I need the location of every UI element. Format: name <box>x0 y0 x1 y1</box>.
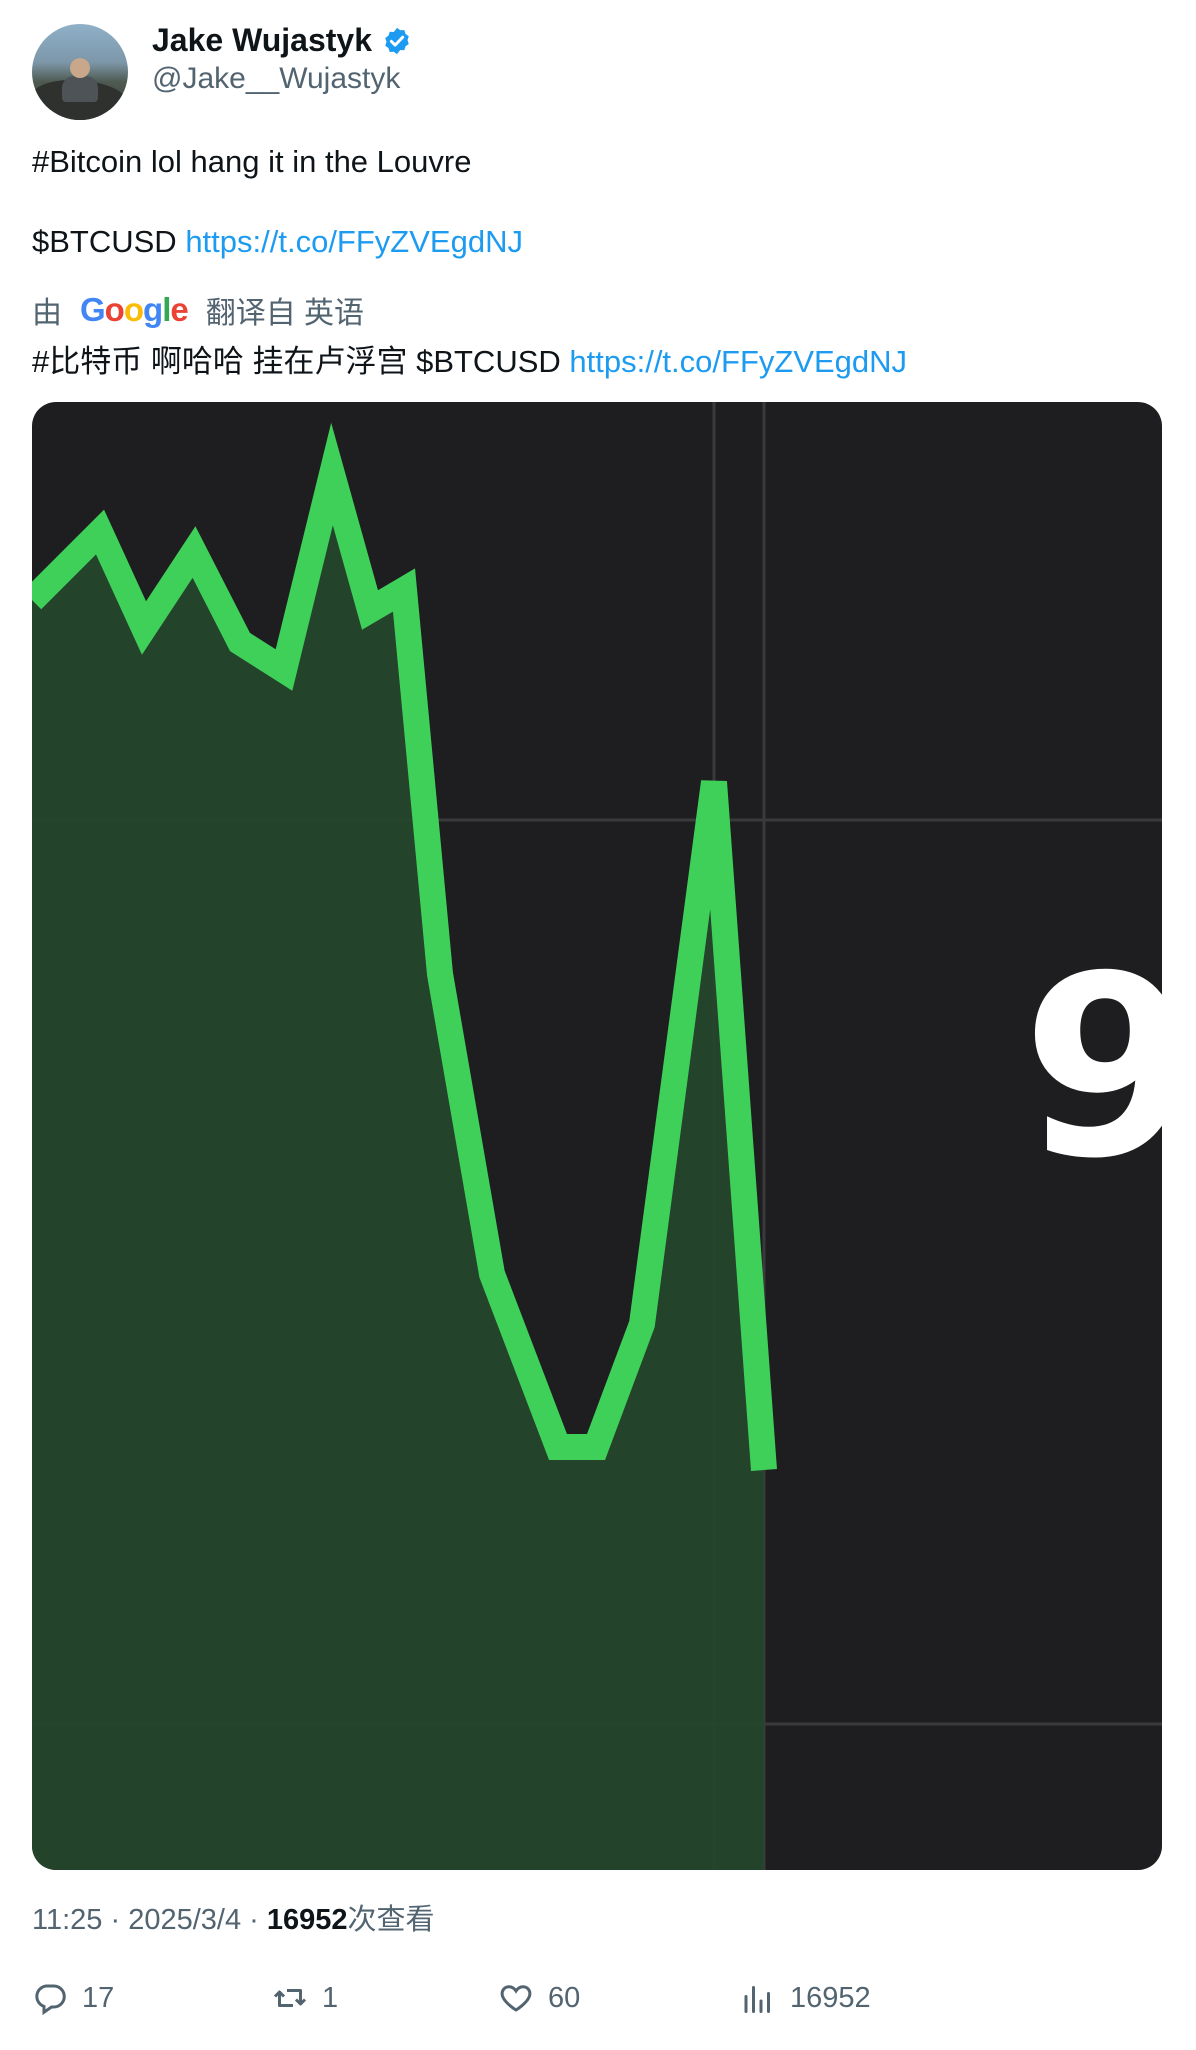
reply-count: 17 <box>82 1981 115 2014</box>
translation-attribution: 由 Google 翻译自 英语 <box>32 288 364 332</box>
google-logo-icon: Google <box>80 291 189 328</box>
retweet-button[interactable]: 1 <box>272 1980 338 2016</box>
ticker-text: $BTCUSD <box>32 224 186 259</box>
verified-badge-icon <box>385 27 409 54</box>
reply-icon <box>35 1984 66 2016</box>
tweet-text-line-2: $BTCUSD https://t.co/FFyZVEgdNJ <box>32 224 523 260</box>
chart-line <box>32 422 777 1471</box>
views-button[interactable]: 16952 <box>740 1980 871 2016</box>
meta-separator: · <box>241 1904 267 1936</box>
translated-link[interactable]: https://t.co/FFyZVEgdNJ <box>569 344 908 379</box>
tweet-time[interactable]: 11:25 <box>32 1904 103 1936</box>
views-count: 16952 <box>266 1904 348 1936</box>
tweet-text-line-1: #Bitcoin lol hang it in the Louvre <box>32 144 472 179</box>
retweet-icon <box>273 1989 307 2007</box>
price-digit: 9 <box>1022 922 1162 1213</box>
tweet-date[interactable]: 2025/3/4 <box>128 1904 242 1936</box>
reply-button[interactable]: 17 <box>32 1980 114 2016</box>
views-label: 次查看 <box>347 1904 435 1936</box>
views-bar-chart-icon <box>744 1986 770 2013</box>
heart-icon <box>500 1985 532 2012</box>
author-name-row[interactable]: Jake Wujastyk <box>152 22 412 59</box>
bitcoin-chart-image: 9 <box>32 402 1162 1870</box>
chart-area-fill <box>32 474 764 1870</box>
views-action-count: 16952 <box>790 1981 871 2014</box>
tweet-image[interactable]: 9 <box>32 402 1162 1870</box>
author-handle[interactable]: @Jake__Wujastyk <box>152 62 401 95</box>
translation-prefix: 由 <box>32 297 62 330</box>
avatar[interactable] <box>32 24 128 120</box>
translated-text: #比特币 啊哈哈 挂在卢浮宫 $BTCUSD https://t.co/FFyZ… <box>32 336 907 381</box>
retweet-count: 1 <box>322 1981 339 2014</box>
translation-suffix: 翻译自 英语 <box>205 297 365 330</box>
like-button[interactable]: 60 <box>498 1980 580 2016</box>
display-name[interactable]: Jake Wujastyk <box>152 22 372 58</box>
translated-text-body: #比特币 啊哈哈 挂在卢浮宫 $BTCUSD <box>32 344 570 379</box>
tweet-link[interactable]: https://t.co/FFyZVEgdNJ <box>185 224 523 259</box>
meta-separator: · <box>102 1904 129 1936</box>
like-count: 60 <box>548 1981 581 2014</box>
tweet-meta: 11:25 · 2025/3/4 · 16952次查看 <box>32 1896 435 1938</box>
